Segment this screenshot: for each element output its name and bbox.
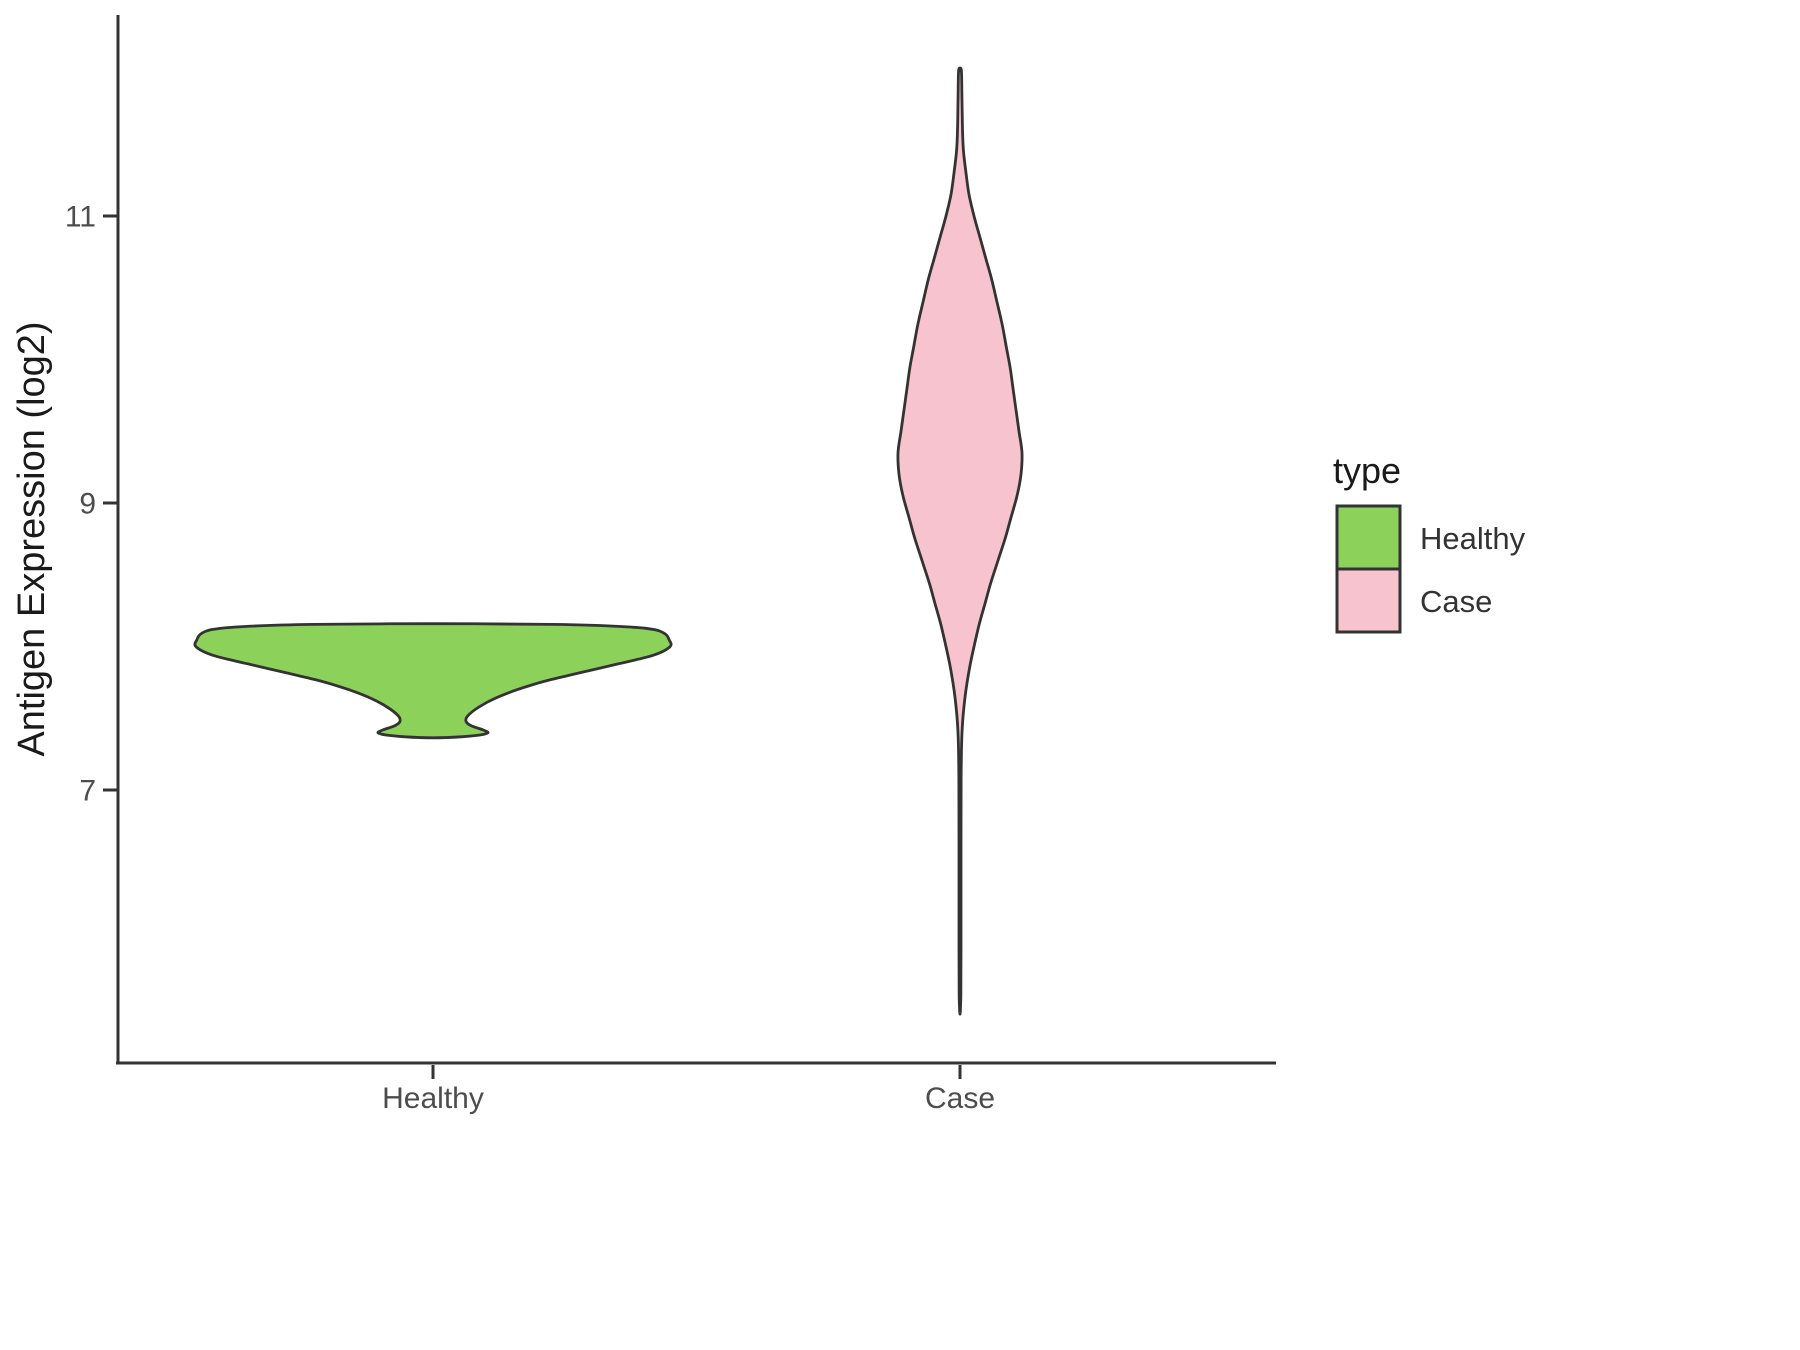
- y-tick-label: 11: [65, 201, 96, 234]
- x-tick-label-healthy: Healthy: [382, 1082, 484, 1115]
- y-axis-title: Antigen Expression (log2): [11, 321, 53, 756]
- legend-label-case: Case: [1420, 584, 1492, 619]
- legend-swatch-healthy: [1335, 504, 1402, 571]
- legend-title: type: [1333, 450, 1401, 491]
- x-axis: Healthy Case: [116, 1061, 1276, 1115]
- y-tick-label: 9: [79, 488, 96, 521]
- legend-swatch-case: [1335, 567, 1402, 634]
- y-axis: 7 9 11 Antigen Expression (log2): [11, 15, 120, 1064]
- violin-healthy: [193, 622, 673, 740]
- violins-group: [193, 66, 1024, 1016]
- legend-label-healthy: Healthy: [1420, 521, 1526, 556]
- violin-case: [896, 66, 1024, 1016]
- x-tick-label-case: Case: [925, 1082, 995, 1115]
- y-tick-label: 7: [79, 775, 96, 808]
- legend: type Healthy Case: [1333, 450, 1526, 634]
